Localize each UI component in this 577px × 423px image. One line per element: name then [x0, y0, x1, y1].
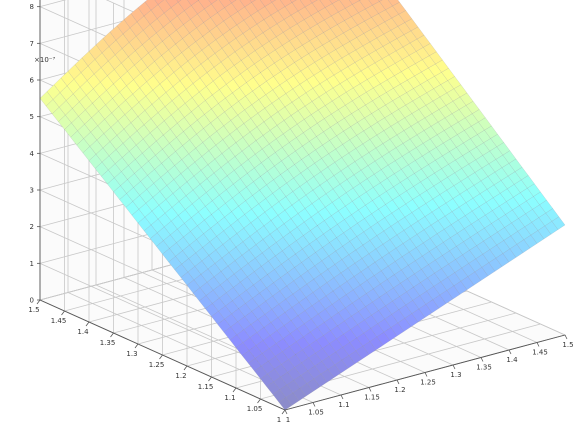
z-tick-label: 8 [30, 3, 34, 11]
z-axis-ticks: 0123456789 [30, 3, 40, 305]
y-tick-mark [110, 332, 114, 338]
y-tick-mark [208, 376, 212, 382]
z-tick-label: 4 [30, 150, 35, 158]
y-tick-label: 1.15 [198, 383, 214, 391]
z-tick-label: 3 [30, 187, 34, 195]
surface-patch [249, 0, 256, 3]
x-tick-label: 1.45 [532, 349, 548, 357]
y-tick-label: 1.45 [51, 317, 67, 325]
surface-patch [270, 0, 276, 3]
x-tick-mark [564, 334, 568, 340]
y-tick-mark [257, 398, 261, 404]
x-tick-label: 1 [286, 416, 290, 423]
y-tick-label: 1.05 [247, 405, 263, 413]
x-tick-label: 1.5 [562, 341, 573, 349]
z-exponent-label: ×10⁻⁷ [34, 56, 55, 64]
surface-mesh [39, 0, 566, 411]
y-tick-mark [281, 409, 286, 415]
x-tick-label: 1.35 [476, 364, 492, 372]
x-tick-mark [340, 394, 344, 400]
y-tick-mark [85, 321, 90, 327]
x-tick-label: 1.4 [506, 356, 518, 364]
x-tick-mark [284, 409, 288, 415]
y-tick-label: 1.35 [100, 339, 116, 347]
x-tick-mark [508, 349, 512, 355]
y-tick-label: 1.5 [28, 306, 39, 314]
y-tick-label: 1.25 [149, 361, 165, 369]
z-tick-label: 6 [30, 77, 35, 85]
z-tick-label: 7 [30, 40, 34, 48]
surface-patch [551, 216, 566, 230]
x-tick-mark [396, 379, 400, 385]
y-tick-mark [232, 387, 237, 393]
x-tick-mark [368, 387, 372, 392]
x-tick-label: 1.15 [364, 394, 380, 402]
surface-patch [229, 0, 237, 4]
x-tick-label: 1.05 [308, 409, 324, 417]
y-axis-ticks: 1 1.05 1.1 1.15 1.2 1.25 1.3 1.35 1.4 1.45 1.5 [28, 299, 286, 423]
x-axis-ticks: 1 1.05 1.1 1.15 1.2 1.25 1.3 1.35 1.4 1.45 1.5 [284, 334, 574, 423]
surface-patch [176, 0, 182, 3]
y-tick-label: 1 [277, 416, 281, 423]
y-tick-label: 1.4 [77, 328, 89, 336]
z-tick-label: 0 [30, 297, 34, 305]
x-tick-label: 1.25 [420, 379, 436, 387]
y-tick-mark [183, 365, 188, 371]
x-tick-mark [536, 342, 540, 347]
x-tick-label: 1.3 [450, 371, 461, 379]
x-tick-mark [480, 357, 484, 362]
y-tick-mark [159, 354, 163, 360]
y-tick-label: 1.3 [126, 350, 137, 358]
x-tick-label: 1.1 [338, 401, 349, 409]
y-tick-mark [61, 310, 65, 316]
surface-patch [378, 0, 383, 2]
x-tick-mark [312, 402, 316, 407]
x-tick-mark [452, 364, 456, 370]
surface-patch [290, 0, 297, 3]
y-tick-label: 1.1 [224, 394, 235, 402]
x-tick-label: 1.2 [394, 386, 405, 394]
z-tick-label: 5 [30, 113, 34, 121]
y-tick-mark [134, 343, 139, 349]
z-tick-label: 1 [30, 260, 34, 268]
y-tick-label: 1.2 [175, 372, 186, 380]
z-tick-label: 2 [30, 223, 34, 231]
y-tick-mark [36, 299, 41, 305]
x-tick-mark [424, 372, 428, 377]
